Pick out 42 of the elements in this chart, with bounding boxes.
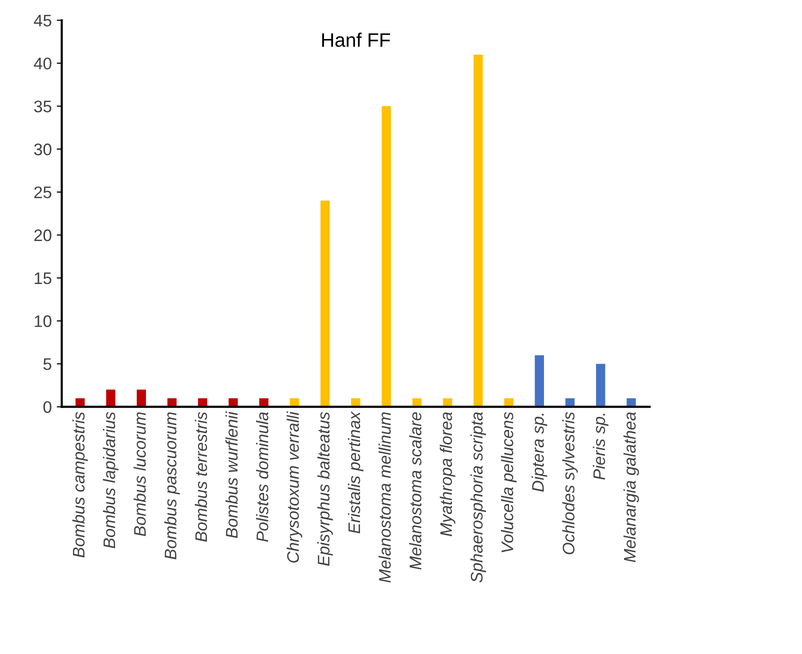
- x-tick-label: Ochlodes sylvestris: [562, 412, 578, 554]
- bar: [106, 390, 116, 407]
- x-tick-label: Bombus campestris: [72, 412, 88, 558]
- y-tick-label: 25: [34, 186, 52, 198]
- y-tick-label: 30: [34, 144, 52, 156]
- bar: [136, 390, 146, 407]
- x-tick-label: Diptera sp.: [532, 414, 548, 492]
- y-tick-label: 0: [43, 401, 52, 413]
- y-tick-label: 40: [34, 58, 52, 70]
- bar: [534, 355, 544, 407]
- bar: [626, 398, 636, 407]
- x-tick-label: Bombus pascuorum: [164, 412, 180, 560]
- x-tick-label: Episyrphus balteatus: [317, 412, 333, 566]
- bar: [596, 364, 606, 407]
- x-tick-label: Sphaerosphoria scripta: [470, 412, 486, 583]
- x-tick-label: Melanargia galathea: [623, 412, 640, 562]
- x-tick-label: Volucella pellucens: [501, 412, 517, 552]
- y-tick-label: 15: [34, 272, 52, 284]
- bar: [504, 398, 514, 407]
- x-tick-label: Bombus lapidarius: [102, 412, 119, 548]
- bar: [259, 398, 268, 407]
- text: Hanf FF: [322, 32, 390, 47]
- bar: [474, 54, 483, 407]
- x-tick-label: Melanostoma scalare: [409, 412, 422, 570]
- y-tick-label: 35: [34, 100, 52, 112]
- x-tick-label: Melanostoma mellinum: [378, 412, 391, 582]
- bar: [228, 398, 238, 407]
- x-tick-label: Chrysotoxum verralli: [286, 411, 302, 563]
- bar: [382, 106, 391, 407]
- bar: [320, 200, 330, 407]
- x-tick-label: Myathropa florea: [440, 412, 456, 536]
- x-tick-label: Pieris sp.: [592, 414, 608, 480]
- x-tick-label: Eristalis pertinax: [348, 411, 364, 534]
- x-tick-label: Bombus lucorum: [134, 412, 146, 536]
- y-tick-label: 20: [34, 229, 52, 242]
- y-tick-label: 45: [34, 14, 52, 26]
- bar: [351, 398, 360, 407]
- y-tick-label: 10: [34, 315, 52, 328]
- x-tick-label: Polistes dominula: [256, 412, 268, 542]
- y-tick-label: 5: [43, 358, 52, 370]
- x-tick-label: Bombus wurflenii: [225, 411, 238, 538]
- x-tick-label: Bombus terrestris: [194, 412, 208, 542]
